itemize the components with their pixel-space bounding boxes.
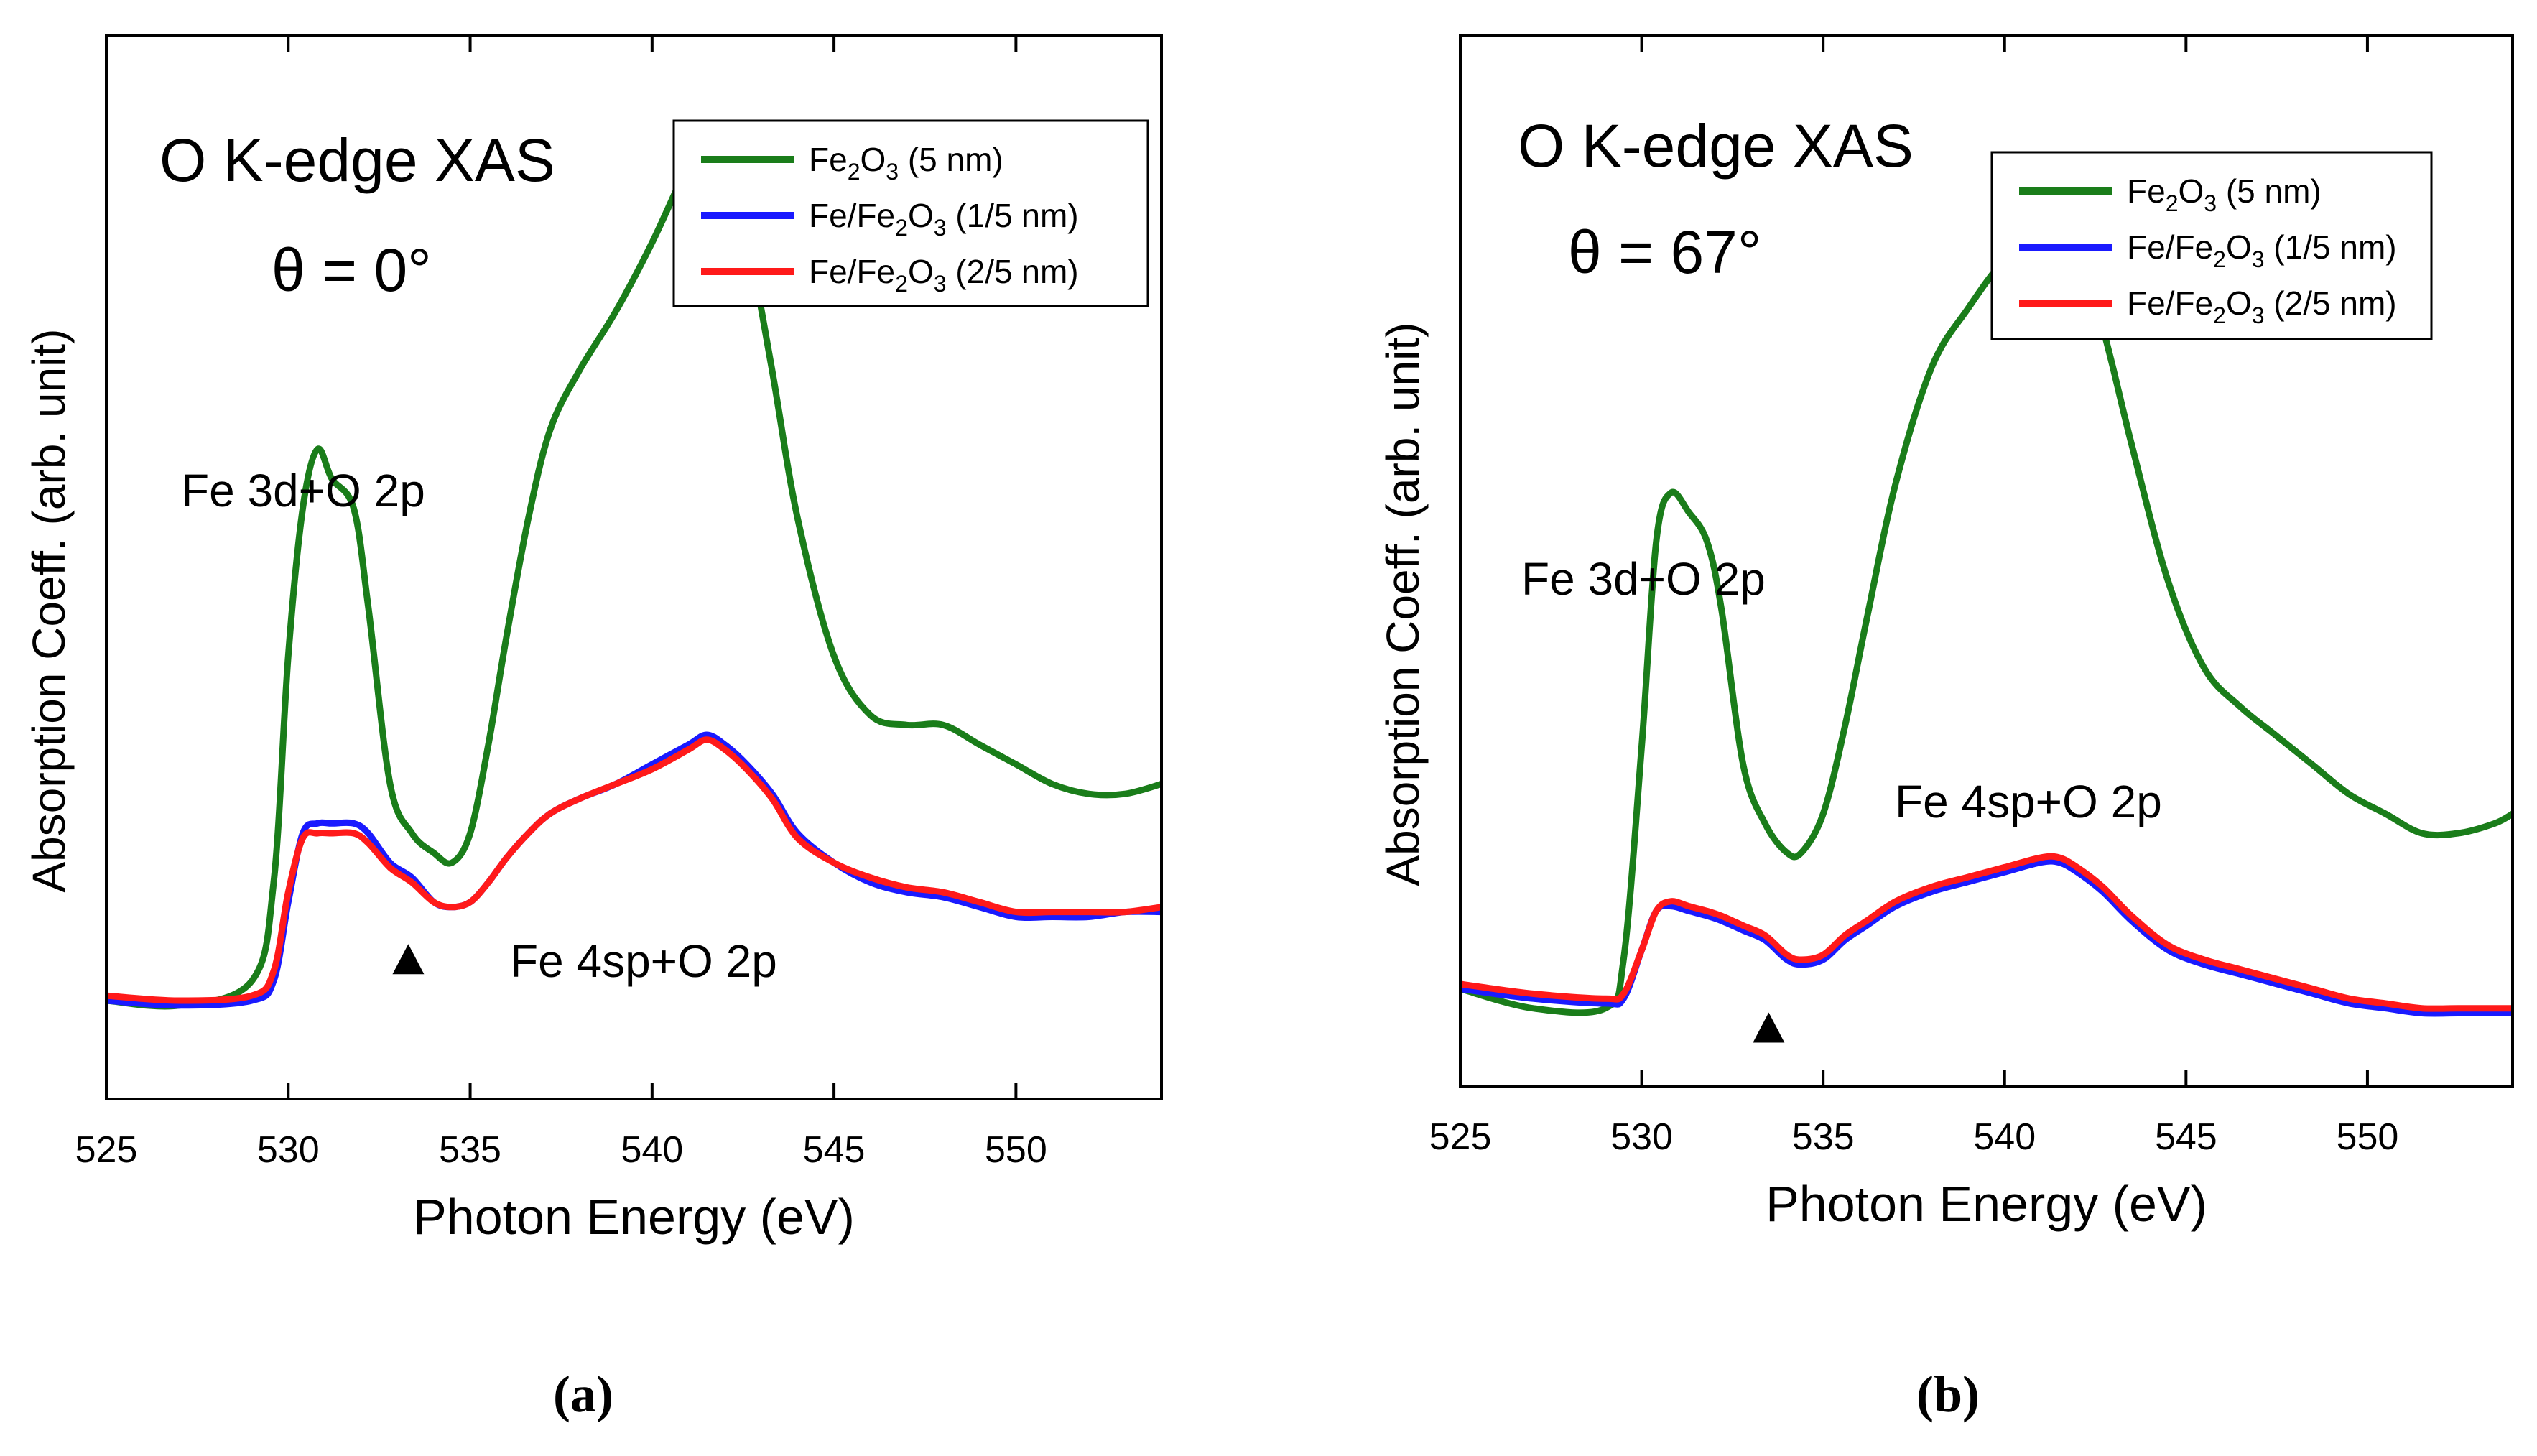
annotation-peak2: Fe 4sp+O 2p [1895,776,2162,827]
y-axis-label: Absorption Coeff. (arb. unit) [23,329,75,893]
x-tick-label: 540 [621,1129,683,1171]
chart-title: O K-edge XAS [159,126,555,194]
x-tick-label: 545 [803,1129,866,1171]
x-tick-label: 535 [439,1129,501,1171]
chart-panel-b: 525 530 535 540 545 550 Photon Energy (eV) Abso… [1377,34,2514,1423]
x-axis-label: Photon Energy (eV) [413,1189,855,1245]
plot-frame [1459,34,2514,1088]
annotation-peak2: Fe 4sp+O 2p [510,935,777,987]
x-tick-label: 540 [1973,1116,2036,1158]
panel-label: (b) [1916,1365,1980,1423]
plot-frame [105,34,1163,1100]
annotation-peak1: Fe 3d+O 2p [181,465,425,516]
chart-title: O K-edge XAS [1518,112,1914,180]
legend-entry-2: Fe/Fe2O3 (1/5 nm) [809,197,1079,241]
chart-subtitle: θ = 67° [1568,218,1761,286]
x-tick-label: 530 [1610,1116,1673,1158]
panel-label: (a) [553,1365,613,1423]
legend: Fe2O3 (5 nm) Fe/Fe2O3 (1/5 nm) Fe/Fe2O3 (2… [672,119,1149,307]
x-axis-label: Photon Energy (eV) [1766,1176,2207,1232]
legend: Fe2O3 (5 nm) Fe/Fe2O3 (1/5 nm) Fe/Fe2O3 (2… [1990,151,2433,340]
x-tick-label: 525 [1429,1116,1492,1158]
series-line-3 [1460,853,2513,1012]
x-tick-label: 525 [75,1129,138,1171]
legend-entry-1: Fe2O3 (5 nm) [809,141,1003,185]
marker-triangle [392,944,425,975]
series-line-1 [1460,223,2513,1016]
x-tick-label: 545 [2155,1116,2217,1158]
x-tick-label: 535 [1792,1116,1855,1158]
annotation-peak1: Fe 3d+O 2p [1521,553,1766,605]
marker-triangle [1753,1012,1785,1043]
plot-area [1460,223,2513,1017]
x-tick-label: 530 [257,1129,320,1171]
y-axis-label: Absorption Coeff. (arb. unit) [1377,323,1429,886]
chart-panel-a: 525 530 535 540 545 550 Photon Energy (eV) Abso… [23,34,1163,1423]
series-line-3 [106,736,1161,1004]
legend-entry-3: Fe/Fe2O3 (2/5 nm) [2127,284,2397,328]
x-tick-label: 550 [985,1129,1047,1171]
legend-entry-3: Fe/Fe2O3 (2/5 nm) [809,253,1079,297]
series-line-1 [106,131,1161,1010]
legend-entry-1: Fe2O3 (5 nm) [2127,172,2322,216]
x-tick-label: 550 [2337,1116,2399,1158]
chart-subtitle: θ = 0° [272,236,432,304]
legend-entry-2: Fe/Fe2O3 (1/5 nm) [2127,228,2397,272]
plot-area [106,131,1161,1010]
